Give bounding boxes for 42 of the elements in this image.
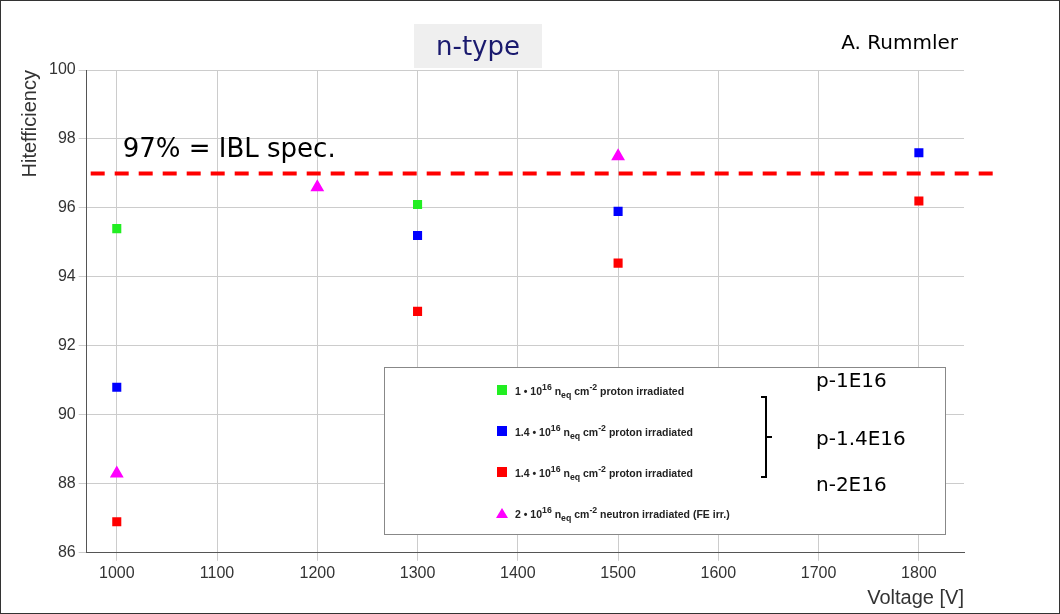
y-tick-label: 98 (57, 129, 76, 147)
x-tick-label: 1300 (399, 563, 436, 581)
point (914, 196, 924, 206)
y-tick-label: 86 (57, 543, 76, 561)
ref-line-label: 97% = IBL spec. (122, 133, 336, 164)
point (110, 466, 123, 478)
x-tick-label: 1500 (600, 563, 636, 581)
annotation: p-1E16 (810, 368, 893, 392)
point (413, 306, 423, 316)
point (413, 231, 423, 241)
point (613, 206, 623, 216)
legend-label: 1 • 10$^{16}$ n$_{eq}$ cm$^{-2}$ proton irradiated (515, 381, 685, 400)
x-tick-label: 1100 (199, 563, 235, 581)
chart-title: n-type (414, 24, 542, 68)
y-axis-title: Hitefficiency (17, 70, 40, 178)
x-tick-label: 1800 (901, 563, 937, 581)
y-tick-label: 92 (57, 336, 76, 354)
point (914, 148, 924, 158)
x-tick-label: 1200 (299, 563, 336, 581)
y-tick-label: 100 (48, 60, 76, 78)
legend-label: 1.4 • 10$^{16}$ n$_{eq}$ cm$^{-2}$ proton irradiated (515, 463, 693, 482)
annotation: p-1.4E16 (810, 426, 912, 450)
point (413, 199, 423, 210)
y-tick-label: 94 (57, 267, 76, 285)
x-tick-label: 1600 (700, 563, 737, 581)
point (112, 382, 122, 392)
point (112, 224, 122, 234)
x-tick-label: 1000 (98, 563, 135, 581)
y-tick-label: 90 (57, 405, 76, 423)
x-tick-label: 1400 (500, 563, 536, 581)
legend-label: 2 • 10$^{16}$ n$_{eq}$ cm$^{-2}$ neutron irradiated (FE irr.) (515, 504, 730, 523)
point (611, 149, 625, 161)
x-tick-label: 1700 (800, 563, 837, 581)
annotation: n-2E16 (810, 472, 893, 496)
point (311, 180, 324, 192)
y-tick-label: 88 (57, 474, 76, 492)
x-axis-title: Voltage [V] (867, 585, 964, 608)
y-tick-label: 96 (57, 198, 76, 216)
legend-label: 1.4 • 10$^{16}$ n$_{eq}$ cm$^{-2}$ proton irradiated (515, 422, 693, 441)
point (613, 258, 623, 268)
text: A. Rummler (840, 30, 959, 54)
point (112, 517, 122, 527)
